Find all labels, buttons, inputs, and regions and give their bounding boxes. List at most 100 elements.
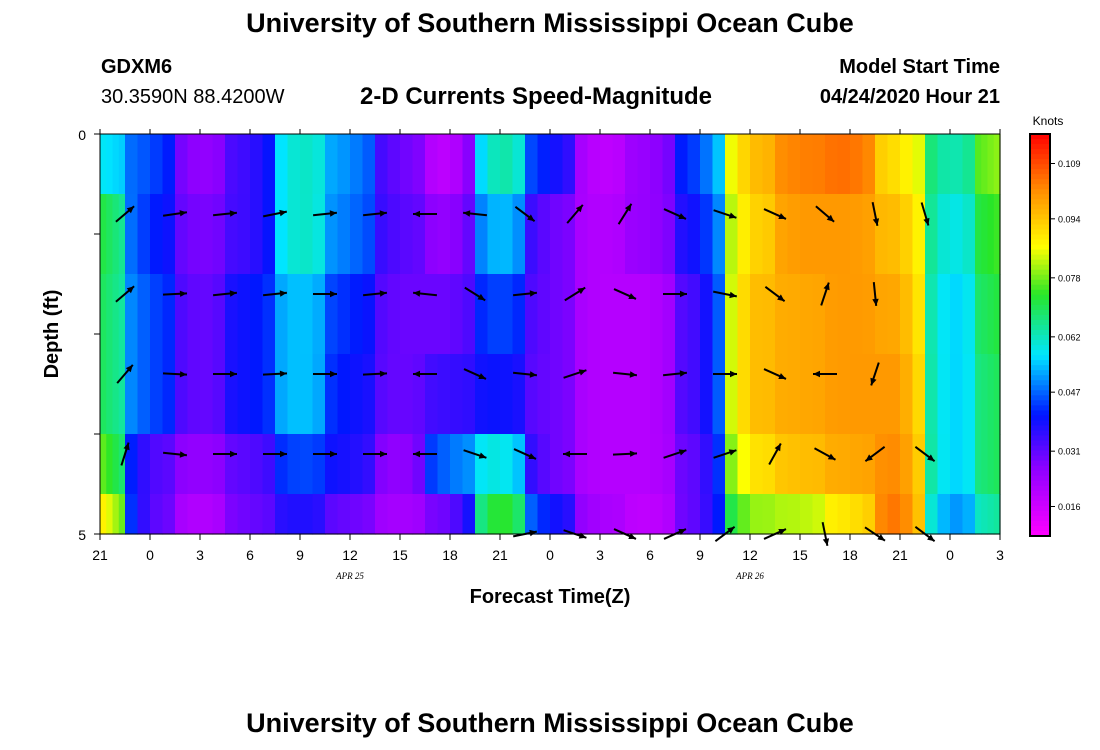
heatmap-cell xyxy=(950,354,964,435)
heatmap-cell xyxy=(750,194,764,275)
heatmap-cell xyxy=(137,434,151,495)
heatmap-cell xyxy=(550,274,564,355)
product-title: 2-D Currents Speed-Magnitude xyxy=(360,83,713,110)
heatmap-cell xyxy=(487,134,501,195)
station-coordinates: 30.3590N 88.4200W xyxy=(101,86,285,108)
heatmap-cell xyxy=(787,494,801,535)
heatmap-cell xyxy=(106,274,114,355)
vector-head xyxy=(179,290,187,297)
heatmap-cell xyxy=(375,134,389,195)
heatmap-cell xyxy=(350,134,364,195)
vector-head xyxy=(628,293,636,299)
heatmap-cell xyxy=(106,434,114,495)
heatmap-cell xyxy=(800,134,814,195)
colorbar-swatch xyxy=(1030,254,1050,261)
heatmap-cell xyxy=(875,194,889,275)
heatmap-cell xyxy=(800,274,814,355)
heatmap-cell xyxy=(862,434,876,495)
heatmap-cell xyxy=(437,194,451,275)
vector-head xyxy=(678,449,687,456)
heatmap-cell xyxy=(212,494,226,535)
heatmap-cell xyxy=(687,134,701,195)
heatmap-cell xyxy=(100,434,107,495)
heatmap-cell xyxy=(287,274,301,355)
colorbar-swatch xyxy=(1030,219,1050,226)
current-vector xyxy=(563,450,587,458)
current-vector xyxy=(413,370,437,378)
heatmap-cell xyxy=(100,194,107,275)
heatmap-cell xyxy=(762,494,776,535)
heatmap-cell xyxy=(225,134,239,195)
colorbar-swatch xyxy=(1030,515,1050,522)
vector-head xyxy=(826,214,835,222)
current-vector xyxy=(813,370,837,378)
heatmap-cell xyxy=(725,354,739,435)
heatmap-cell xyxy=(450,274,464,355)
heatmap-cell xyxy=(637,274,651,355)
current-vector xyxy=(872,281,879,307)
heatmap-cell xyxy=(993,434,1001,495)
colorbar-swatch xyxy=(1030,184,1050,190)
heatmap-cell xyxy=(625,134,639,195)
heatmap-cell xyxy=(525,354,539,435)
heatmap-cell xyxy=(762,354,776,435)
colorbar-swatch xyxy=(1030,289,1050,296)
vector-head xyxy=(728,449,737,456)
heatmap-cell xyxy=(475,194,489,275)
current-vector xyxy=(212,290,238,297)
heatmap-cell xyxy=(175,274,189,355)
heatmap-cell xyxy=(250,134,264,195)
colorbar-tick-label: 0.016 xyxy=(1058,502,1081,512)
heatmap-cell xyxy=(450,134,464,195)
heatmap-cell xyxy=(912,194,926,275)
x-tick-label: 21 xyxy=(492,547,508,563)
current-vector xyxy=(713,370,737,378)
heatmap-cell xyxy=(787,134,801,195)
heatmap-cell xyxy=(200,494,214,535)
heatmap-cell xyxy=(700,134,714,195)
heatmap-cell xyxy=(450,194,464,275)
heatmap-cell xyxy=(562,434,576,495)
heatmap-cell xyxy=(412,494,426,535)
vector-head xyxy=(678,529,686,535)
heatmap-cell xyxy=(975,134,982,195)
heatmap-cell xyxy=(225,194,239,275)
colorbar-swatch xyxy=(1030,510,1050,517)
heatmap-cell xyxy=(450,354,464,435)
heatmap-cell xyxy=(675,134,689,195)
vector-head xyxy=(624,203,632,212)
heatmap-cell xyxy=(612,274,626,355)
heatmap-cell xyxy=(100,134,107,195)
heatmap-cell xyxy=(262,274,276,355)
colorbar-swatch xyxy=(1030,480,1050,487)
current-vector xyxy=(617,203,633,225)
colorbar-swatch xyxy=(1030,520,1050,527)
heatmap-cell xyxy=(737,134,751,195)
x-tick-label: 3 xyxy=(196,547,204,563)
heatmap-cell xyxy=(700,274,714,355)
current-vector xyxy=(116,364,134,384)
heatmap-cell xyxy=(187,494,201,535)
colorbar-swatch xyxy=(1030,375,1050,381)
heatmap-cell xyxy=(975,434,982,495)
current-vector xyxy=(362,290,388,297)
colorbar-swatch xyxy=(1030,525,1050,532)
current-vector xyxy=(512,290,538,297)
heatmap-cell xyxy=(187,134,201,195)
vector-head xyxy=(877,534,885,541)
vector-head xyxy=(529,290,537,297)
heatmap-cell xyxy=(125,194,139,275)
station-id: GDXM6 xyxy=(101,56,173,78)
current-vector xyxy=(413,210,437,218)
heatmap-cell xyxy=(300,274,314,355)
heatmap-cell xyxy=(637,194,651,275)
heatmap-cell xyxy=(812,434,826,495)
axes: 21 0 3 6 9 12 15 18 21 0 3 6 9 12 15 18 21 0 3 APR 25 APR 26… xyxy=(78,127,1004,581)
heatmap-cell xyxy=(637,134,651,195)
colorbar-swatch xyxy=(1030,244,1050,251)
vector-head xyxy=(279,370,287,377)
heatmap-cell xyxy=(237,274,251,355)
colorbar-swatch xyxy=(1030,259,1050,266)
heatmap-cell xyxy=(250,434,264,495)
heatmap-cell xyxy=(800,494,814,535)
